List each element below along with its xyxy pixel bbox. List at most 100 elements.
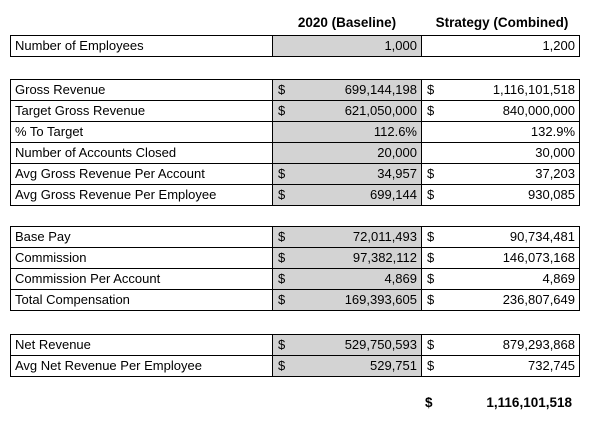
- strategy-value: 132.9%: [530, 124, 575, 139]
- baseline-value: 97,382,112: [352, 250, 417, 265]
- strategy-value: 1,200: [542, 38, 575, 53]
- comparison-table: Number of Employees 1,000 1,200 Gross Reven…: [10, 35, 580, 377]
- strategy-cell: $930,085: [422, 185, 580, 205]
- row-label: Commission: [10, 248, 270, 268]
- baseline-value: 621,050,000: [344, 103, 417, 118]
- baseline-currency: $: [278, 250, 286, 265]
- baseline-currency: $: [278, 229, 286, 244]
- row-label: Net Revenue: [10, 335, 270, 355]
- baseline-value: 4,869: [384, 271, 417, 286]
- table-row: Gross Revenue $699,144,198 $1,116,101,518: [10, 80, 580, 101]
- row-label: Target Gross Revenue: [10, 101, 270, 121]
- strategy-cell: $1,116,101,518: [422, 80, 580, 100]
- strategy-value: 30,000: [535, 145, 575, 160]
- baseline-currency: $: [278, 292, 286, 307]
- table-row: Number of Accounts Closed 20,000 30,000: [10, 143, 580, 164]
- table-row: Commission Per Account $4,869 $4,869: [10, 269, 580, 290]
- table-block: Gross Revenue $699,144,198 $1,116,101,518 T…: [10, 79, 580, 206]
- baseline-currency: $: [278, 187, 286, 202]
- strategy-cell: 30,000: [422, 143, 580, 163]
- strategy-cell: $840,000,000: [422, 101, 580, 121]
- baseline-cell: $72,011,493: [272, 227, 422, 247]
- strategy-currency: $: [427, 358, 435, 373]
- baseline-value: 529,750,593: [344, 337, 417, 352]
- strategy-currency: $: [427, 103, 435, 118]
- table-row: Commission $97,382,112 $146,073,168: [10, 248, 580, 269]
- strategy-currency: $: [427, 250, 435, 265]
- baseline-column-header: 2020 (Baseline): [297, 15, 397, 30]
- baseline-currency: $: [278, 271, 286, 286]
- row-label: Avg Net Revenue Per Employee: [10, 356, 270, 376]
- strategy-cell: $732,745: [422, 356, 580, 376]
- table-row: % To Target 112.6% 132.9%: [10, 122, 580, 143]
- row-label: Total Compensation: [10, 290, 270, 310]
- baseline-value: 699,144,198: [344, 82, 417, 97]
- strategy-cell: $4,869: [422, 269, 580, 289]
- strategy-cell: $879,293,868: [422, 335, 580, 355]
- table-row: Total Compensation $169,393,605 $236,807,6…: [10, 290, 580, 311]
- baseline-cell: $4,869: [272, 269, 422, 289]
- strategy-value: 146,073,168: [502, 250, 575, 265]
- baseline-value: 699,144: [370, 187, 417, 202]
- row-label: Number of Accounts Closed: [10, 143, 270, 163]
- strategy-value: 1,116,101,518: [492, 82, 575, 97]
- row-label: Avg Gross Revenue Per Employee: [10, 185, 270, 205]
- strategy-currency: $: [427, 229, 435, 244]
- strategy-currency: $: [427, 271, 435, 286]
- strategy-value: 732,745: [528, 358, 575, 373]
- strategy-cell: 132.9%: [422, 122, 580, 142]
- row-label: Gross Revenue: [10, 80, 270, 100]
- baseline-value: 112.6%: [373, 124, 417, 139]
- strategy-value: 90,734,481: [509, 229, 575, 244]
- table-block: Net Revenue $529,750,593 $879,293,868 Avg N…: [10, 334, 580, 377]
- strategy-value: 840,000,000: [502, 103, 575, 118]
- baseline-cell: $34,957: [272, 164, 422, 184]
- strategy-cell: $146,073,168: [422, 248, 580, 268]
- strategy-currency: $: [427, 337, 435, 352]
- baseline-currency: $: [278, 82, 286, 97]
- row-label: % To Target: [10, 122, 270, 142]
- table-block: Number of Employees 1,000 1,200: [10, 35, 580, 57]
- strategy-currency: $: [427, 292, 435, 307]
- table-row: Base Pay $72,011,493 $90,734,481: [10, 227, 580, 248]
- row-label: Avg Gross Revenue Per Account: [10, 164, 270, 184]
- strategy-value: 4,869: [542, 271, 575, 286]
- strategy-currency: $: [427, 166, 435, 181]
- baseline-currency: $: [278, 337, 286, 352]
- baseline-cell: $699,144: [272, 185, 422, 205]
- baseline-value: 72,011,493: [352, 229, 417, 244]
- table-row: Net Revenue $529,750,593 $879,293,868: [10, 335, 580, 356]
- strategy-cell: $236,807,649: [422, 290, 580, 310]
- strategy-currency: $: [427, 82, 435, 97]
- baseline-currency: $: [278, 103, 286, 118]
- baseline-currency: $: [278, 358, 286, 373]
- strategy-value: 879,293,868: [502, 337, 575, 352]
- table-row: Avg Net Revenue Per Employee $529,751 $732…: [10, 356, 580, 377]
- baseline-cell: $529,750,593: [272, 335, 422, 355]
- row-label: Base Pay: [10, 227, 270, 247]
- baseline-value: 529,751: [370, 358, 417, 373]
- strategy-value: 930,085: [528, 187, 575, 202]
- table-block: Base Pay $72,011,493 $90,734,481 Commission…: [10, 226, 580, 311]
- strategy-currency: $: [427, 187, 435, 202]
- baseline-value: 1,000: [384, 38, 417, 53]
- baseline-value: 169,393,605: [344, 292, 417, 307]
- row-label: Number of Employees: [10, 36, 270, 56]
- table-row: Avg Gross Revenue Per Account $34,957 $37,…: [10, 164, 580, 185]
- strategy-value: 37,203: [535, 166, 575, 181]
- row-label: Commission Per Account: [10, 269, 270, 289]
- strategy-cell: $90,734,481: [422, 227, 580, 247]
- baseline-cell: 112.6%: [272, 122, 422, 142]
- table-row: Number of Employees 1,000 1,200: [10, 36, 580, 57]
- total-currency-symbol: $: [425, 395, 433, 410]
- baseline-value: 20,000: [377, 145, 417, 160]
- baseline-cell: $621,050,000: [272, 101, 422, 121]
- baseline-cell: 20,000: [272, 143, 422, 163]
- strategy-cell: $37,203: [422, 164, 580, 184]
- strategy-cell: 1,200: [422, 36, 580, 56]
- strategy-value: 236,807,649: [502, 292, 575, 307]
- baseline-cell: $97,382,112: [272, 248, 422, 268]
- baseline-value: 34,957: [377, 166, 417, 181]
- baseline-cell: 1,000: [272, 36, 422, 56]
- total-value: 1,116,101,518: [486, 395, 572, 410]
